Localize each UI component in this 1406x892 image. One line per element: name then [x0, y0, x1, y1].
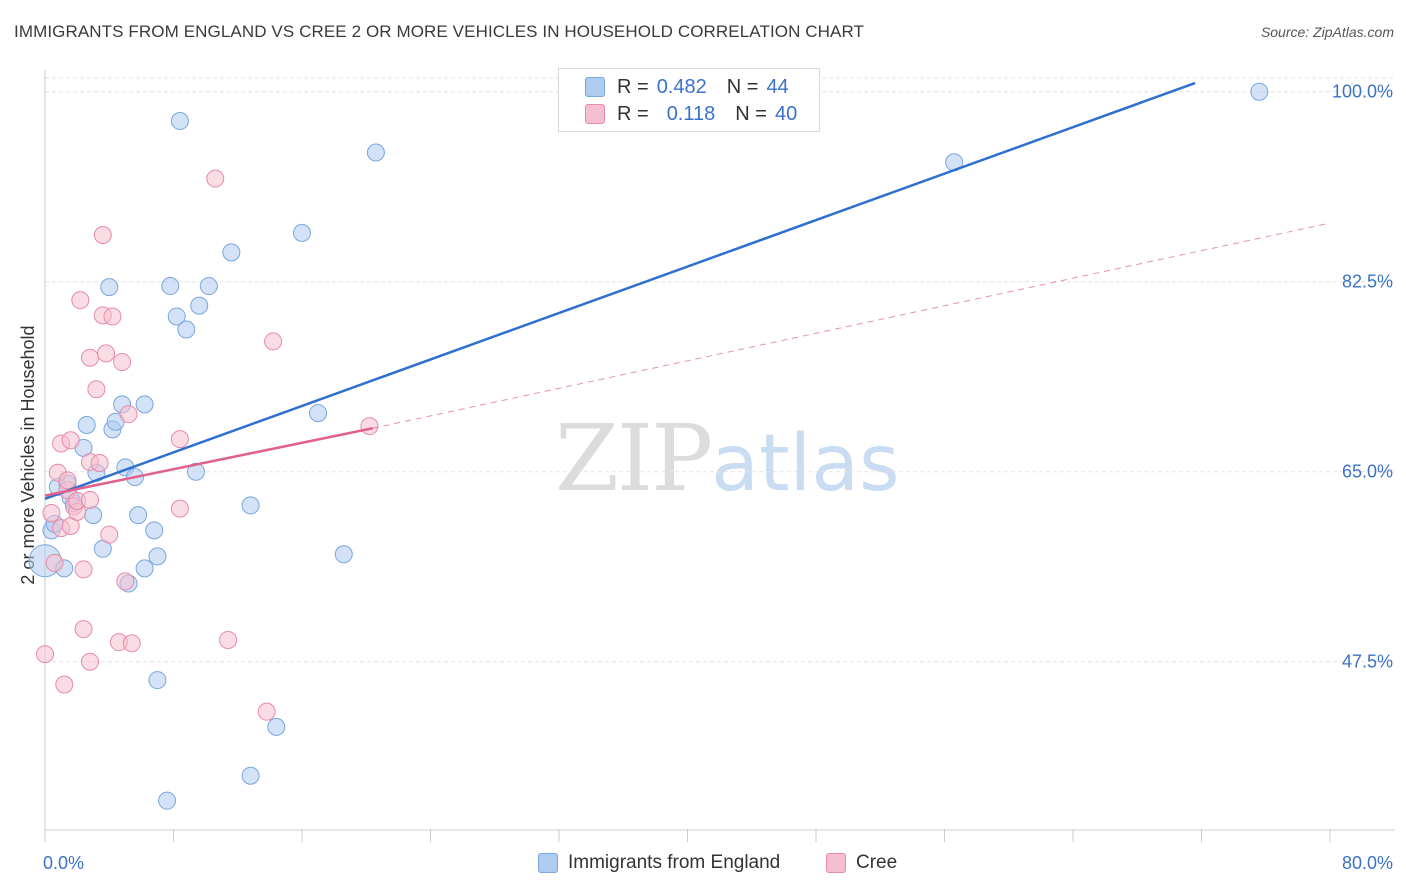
y-axis-label: 2 or more Vehicles in Household	[18, 325, 38, 584]
data-point-cree	[100, 525, 119, 544]
data-point-england	[366, 143, 385, 162]
data-point-england	[145, 521, 164, 540]
data-point-england	[241, 496, 260, 515]
data-point-cree	[45, 553, 64, 572]
data-point-england	[309, 404, 328, 423]
data-point-cree	[74, 560, 93, 579]
legend-swatch-england	[538, 853, 558, 873]
data-point-cree	[219, 631, 238, 649]
legend-n-label: N =	[726, 75, 759, 98]
watermark: ZIPatlas	[555, 405, 900, 512]
data-point-cree	[93, 226, 112, 245]
data-point-england	[186, 462, 205, 481]
legend-item-england[interactable]: Immigrants from England	[538, 852, 780, 874]
data-point-cree	[90, 454, 109, 473]
data-point-cree	[58, 471, 77, 490]
legend-r-value: 0.482	[656, 75, 707, 98]
x-tick-label: 80.0%	[1342, 853, 1393, 873]
data-point-england	[167, 307, 186, 326]
data-point-england	[77, 416, 96, 435]
y-tick-label: 82.5%	[1342, 272, 1393, 292]
y-tick-label: 65.0%	[1342, 462, 1393, 482]
legend-n-value: 44	[766, 75, 789, 98]
series-legend: Immigrants from England Cree	[0, 852, 1406, 878]
data-point-cree	[113, 353, 132, 372]
watermark-zip: ZIP	[555, 405, 713, 512]
legend-label-england: Immigrants from England	[568, 852, 781, 873]
data-point-cree	[80, 490, 99, 509]
legend-row-cree: R = 0.118 N = 40	[585, 102, 797, 126]
legend-n-label: N =	[735, 102, 767, 125]
legend-r-value: 0.118	[666, 102, 716, 125]
watermark-atlas: atlas	[711, 419, 900, 509]
data-point-cree	[87, 380, 106, 399]
data-point-cree	[61, 431, 80, 450]
data-point-england	[158, 791, 177, 810]
stats-legend: R = 0.482 N = 44 R = 0.118 N = 40	[558, 68, 820, 132]
data-point-england	[177, 320, 196, 339]
data-point-england	[199, 277, 218, 296]
data-point-england	[148, 547, 167, 566]
data-point-england	[334, 545, 353, 564]
data-point-cree	[119, 405, 138, 424]
data-point-england	[148, 671, 167, 690]
data-point-cree	[55, 675, 74, 694]
data-point-cree	[360, 417, 379, 436]
data-point-cree	[170, 499, 189, 518]
data-point-england	[1250, 82, 1269, 101]
data-point-england	[267, 717, 286, 736]
data-point-england	[84, 506, 103, 525]
data-point-cree	[257, 702, 276, 721]
data-point-england	[222, 243, 241, 262]
legend-label-cree: Cree	[856, 852, 898, 873]
data-point-england	[100, 278, 119, 297]
data-point-england	[241, 766, 260, 785]
data-point-england	[170, 112, 189, 131]
data-point-cree	[71, 291, 90, 310]
data-point-cree	[80, 348, 99, 367]
data-point-cree	[103, 307, 122, 326]
data-point-cree	[80, 652, 99, 671]
legend-swatch-cree	[826, 853, 846, 873]
data-point-cree	[170, 430, 189, 449]
data-point-cree	[97, 344, 116, 363]
data-point-england	[293, 223, 311, 242]
data-point-england	[135, 395, 154, 414]
legend-item-cree[interactable]: Cree	[826, 852, 897, 874]
source-label: Source: ZipAtlas.com	[1260, 24, 1394, 40]
chart-title: IMMIGRANTS FROM ENGLAND VS CREE 2 OR MOR…	[14, 22, 865, 41]
data-point-england	[190, 296, 209, 315]
y-tick-label: 47.5%	[1342, 652, 1393, 672]
legend-r-label: R =	[617, 102, 649, 125]
legend-swatch-england	[585, 77, 605, 97]
data-point-england	[129, 506, 148, 525]
data-point-cree	[36, 645, 54, 664]
legend-swatch-cree	[585, 104, 605, 124]
data-point-cree	[74, 620, 93, 639]
data-point-cree	[264, 332, 283, 351]
trendline-cree	[44, 427, 373, 497]
data-point-england	[161, 277, 180, 296]
legend-n-value: 40	[774, 102, 798, 125]
data-point-cree	[116, 572, 135, 591]
x-tick-label: 0.0%	[43, 853, 84, 873]
data-point-cree	[122, 634, 141, 653]
trendline-england	[44, 81, 1196, 501]
data-point-england	[135, 559, 154, 578]
trendline-cree-extension	[372, 222, 1331, 429]
legend-row-england: R = 0.482 N = 44	[585, 75, 789, 99]
legend-r-label: R =	[617, 75, 649, 98]
data-point-cree	[42, 503, 61, 522]
data-point-cree	[206, 169, 225, 188]
y-tick-label: 100.0%	[1332, 82, 1393, 102]
